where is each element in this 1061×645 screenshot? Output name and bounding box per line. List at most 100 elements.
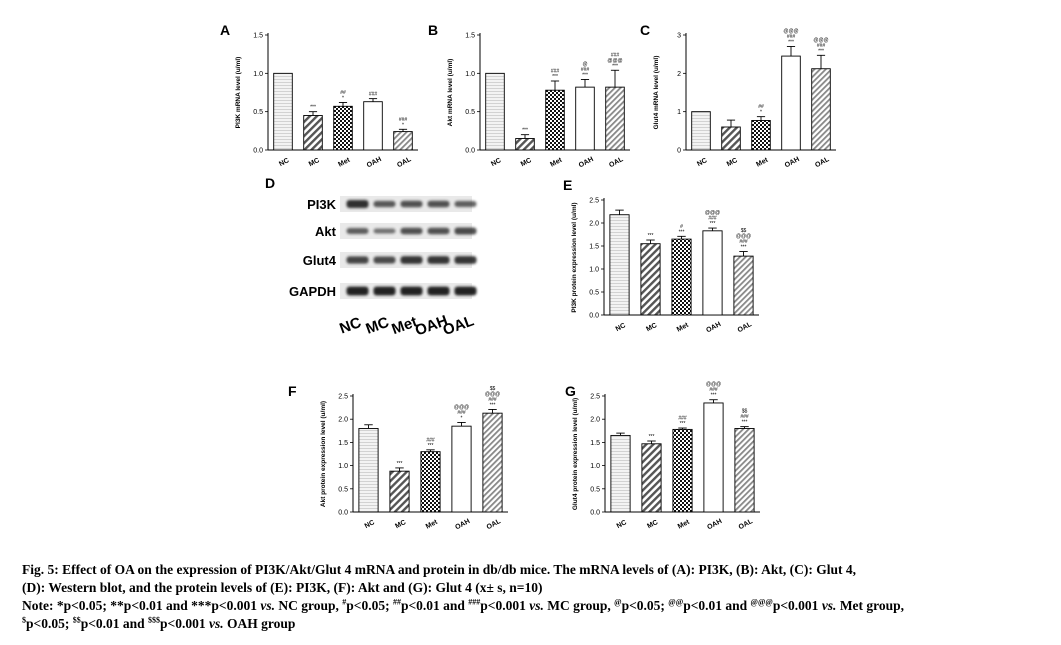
y-tick-label: 0.5: [465, 109, 475, 116]
x-category-label: MC: [520, 157, 533, 168]
bar-oal: [393, 131, 413, 151]
y-tick-label: 2.0: [589, 221, 599, 228]
note-text: p<0.001: [480, 598, 530, 613]
note-text: *p<0.05; **p<0.01 and ***p<0.001: [56, 598, 261, 613]
significance-mark: ###: [709, 387, 718, 393]
blot-protein-label: Glut4: [303, 253, 337, 268]
note-text: MC group,: [543, 598, 615, 613]
significance-mark: $$: [742, 409, 748, 415]
x-category-label: NC: [278, 157, 290, 168]
significance-mark: ***: [582, 72, 588, 78]
blot-band: [346, 286, 369, 296]
blot-band: [454, 286, 477, 296]
note-text: p<0.001: [772, 598, 822, 613]
y-tick-label: 1.0: [338, 463, 348, 470]
x-category-label: OAH: [784, 156, 801, 169]
x-category-label: OAL: [608, 156, 625, 169]
significance-mark: ###: [678, 416, 687, 422]
note-sup: @@: [668, 597, 684, 607]
significance-mark: ***: [522, 128, 528, 134]
bar-oal: [482, 412, 503, 513]
bar-mc: [515, 138, 535, 151]
blot-band: [346, 199, 369, 209]
panel-letter: G: [565, 383, 576, 399]
significance-mark: ###: [369, 92, 378, 98]
y-tick-label: 1.5: [589, 244, 599, 251]
y-axis-label: PI3K mRNA level (u/ml): [235, 57, 242, 129]
note-vs: vs.: [209, 616, 224, 631]
x-category-label: NC: [615, 322, 627, 333]
x-category-label: NC: [696, 157, 708, 168]
bar-mc: [640, 243, 661, 316]
blot-band: [400, 227, 423, 235]
significance-mark: ***: [552, 74, 558, 80]
note-text: p<0.05;: [26, 616, 73, 631]
blot-band: [427, 256, 450, 264]
y-tick-label: 1.0: [590, 463, 600, 470]
significance-mark: $$: [741, 228, 747, 234]
y-axis-label: Akt mRNA level (u/ml): [447, 59, 454, 127]
blot-band: [427, 200, 450, 208]
note-text: OAH group: [223, 616, 296, 631]
significance-mark: @@@: [813, 37, 828, 43]
blot-band: [427, 286, 450, 296]
note-label: Note:: [22, 598, 57, 613]
bar-oal: [733, 255, 754, 316]
x-category-label: OAH: [706, 518, 723, 531]
y-tick-label: 0.0: [253, 148, 263, 155]
figure-caption: Fig. 5: Effect of OA on the expression o…: [22, 561, 1052, 633]
x-category-label: OAH: [578, 156, 595, 169]
x-category-label: MC: [645, 322, 658, 333]
blot-band: [373, 286, 396, 296]
bar-oal: [811, 68, 831, 151]
chart-panel-b: B 0.0 0.5 1.0 1.5 Akt mRNA level (u/ml) NC *** M…: [428, 22, 630, 169]
bar-nc: [273, 72, 293, 151]
x-category-label: MC: [308, 157, 321, 168]
blot-band: [454, 227, 477, 235]
y-axis-label: PI3K protein expression level (u/ml): [571, 202, 578, 312]
x-category-label: NC: [490, 157, 502, 168]
note-sup: ##: [392, 597, 401, 607]
caption-note-cont: $p<0.05; $$p<0.01 and $$$p<0.001 vs. OAH…: [22, 615, 1052, 633]
blot-lane-label: MC: [364, 314, 392, 338]
x-category-label: OAL: [396, 156, 413, 169]
x-category-label: OAL: [737, 321, 754, 334]
x-category-label: MC: [646, 519, 659, 530]
panel-letter: B: [428, 22, 438, 38]
significance-mark: ###: [551, 69, 560, 75]
bar-oal: [734, 428, 755, 513]
significance-mark: ###: [611, 52, 620, 58]
significance-mark: @@@: [705, 210, 720, 216]
blot-band: [346, 256, 369, 264]
blot-band: [373, 256, 396, 264]
y-tick-label: 2.5: [589, 198, 599, 205]
significance-mark: *: [402, 122, 404, 128]
bar-met: [333, 105, 353, 151]
y-tick-label: 0.0: [589, 313, 599, 320]
significance-mark: ##: [758, 104, 764, 110]
significance-mark: ***: [428, 443, 434, 449]
y-tick-label: 2.5: [338, 394, 348, 401]
caption-note: Note: *p<0.05; **p<0.01 and ***p<0.001 v…: [22, 597, 1052, 615]
significance-mark: ###: [708, 216, 717, 222]
significance-mark: ***: [649, 434, 655, 440]
significance-mark: ##: [340, 90, 346, 96]
x-category-label: NC: [616, 519, 628, 530]
chart-panel-f: F 0.0 0.5 1.0 1.5 2.0 2.5 Akt protein expressio…: [288, 383, 508, 531]
note-text: p<0.01 and: [400, 598, 469, 613]
panel-letter: D: [265, 175, 275, 191]
y-tick-label: 0: [677, 148, 681, 155]
significance-mark: *: [760, 110, 762, 116]
blot-lane-label: OAL: [441, 312, 477, 339]
significance-mark: $$: [490, 386, 496, 392]
significance-mark: @: [582, 61, 587, 67]
y-tick-label: 2.0: [338, 417, 348, 424]
y-tick-label: 0.5: [589, 290, 599, 297]
x-category-label: OAL: [738, 518, 755, 531]
note-text: Met group,: [836, 598, 905, 613]
y-tick-label: 1.5: [465, 33, 475, 40]
caption-line-1: Fig. 5: Effect of OA on the expression o…: [22, 562, 856, 577]
x-category-label: Met: [677, 518, 692, 530]
